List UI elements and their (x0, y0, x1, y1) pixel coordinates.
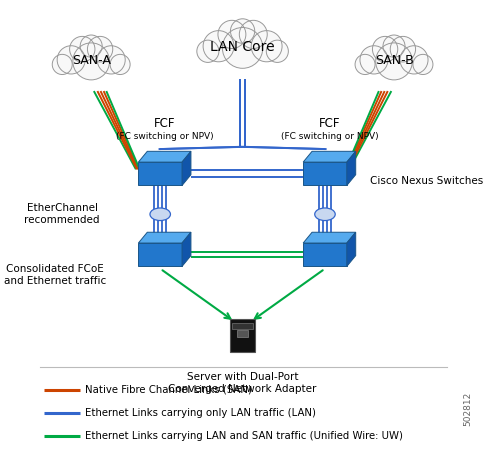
Circle shape (360, 46, 388, 74)
Text: Consolidated FCoE
and Ethernet traffic: Consolidated FCoE and Ethernet traffic (3, 264, 106, 286)
Circle shape (197, 40, 219, 62)
Text: Cisco Nexus Switches: Cisco Nexus Switches (370, 175, 483, 185)
Polygon shape (138, 152, 191, 162)
Circle shape (88, 37, 113, 62)
Circle shape (251, 31, 282, 62)
Circle shape (203, 31, 234, 62)
Text: FCF: FCF (154, 117, 175, 129)
Circle shape (223, 28, 263, 68)
Circle shape (52, 55, 72, 74)
Text: 502812: 502812 (463, 391, 472, 426)
Text: (FC switching or NPV): (FC switching or NPV) (116, 132, 214, 141)
Text: LAN Core: LAN Core (210, 40, 275, 54)
Polygon shape (138, 232, 191, 243)
Polygon shape (138, 243, 182, 267)
Polygon shape (303, 162, 347, 185)
Polygon shape (182, 232, 191, 267)
Circle shape (240, 20, 267, 49)
Circle shape (218, 20, 246, 49)
Text: Native Fibre Channel Links (SAN): Native Fibre Channel Links (SAN) (85, 385, 251, 395)
Text: SAN-B: SAN-B (374, 54, 413, 67)
Circle shape (383, 35, 405, 57)
Text: EtherChannel
recommended: EtherChannel recommended (24, 203, 100, 225)
Polygon shape (182, 152, 191, 185)
Text: SAN-A: SAN-A (72, 54, 111, 67)
Text: Server with Dual-Port
Converged Network Adapter: Server with Dual-Port Converged Network … (168, 372, 317, 394)
Circle shape (110, 55, 130, 74)
Circle shape (57, 46, 85, 74)
Circle shape (80, 35, 102, 57)
Text: Ethernet Links carrying only LAN traffic (LAN): Ethernet Links carrying only LAN traffic… (85, 409, 316, 419)
Text: Ethernet Links carrying LAN and SAN traffic (Unified Wire: UW): Ethernet Links carrying LAN and SAN traf… (85, 431, 402, 441)
Polygon shape (231, 319, 255, 352)
Polygon shape (303, 243, 347, 267)
Circle shape (70, 37, 95, 62)
Polygon shape (303, 232, 356, 243)
Circle shape (97, 46, 125, 74)
Ellipse shape (315, 208, 335, 221)
Circle shape (73, 43, 110, 80)
Circle shape (375, 43, 412, 80)
Polygon shape (347, 152, 356, 185)
Circle shape (413, 55, 433, 74)
Circle shape (390, 37, 415, 62)
Polygon shape (138, 162, 182, 185)
Circle shape (373, 37, 398, 62)
Circle shape (231, 19, 254, 43)
Circle shape (400, 46, 428, 74)
Polygon shape (303, 152, 356, 162)
FancyBboxPatch shape (232, 322, 253, 329)
Circle shape (355, 55, 375, 74)
Text: (FC switching or NPV): (FC switching or NPV) (280, 132, 378, 141)
FancyBboxPatch shape (237, 330, 248, 337)
Text: FCF: FCF (319, 117, 340, 129)
Polygon shape (347, 232, 356, 267)
Ellipse shape (150, 208, 170, 221)
Circle shape (266, 40, 288, 62)
